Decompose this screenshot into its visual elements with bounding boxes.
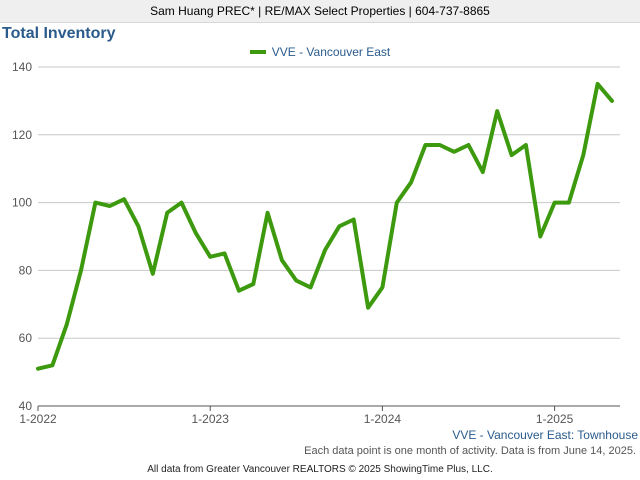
data-point bbox=[251, 282, 255, 286]
data-point bbox=[65, 323, 69, 327]
data-point bbox=[409, 180, 413, 184]
x-tick-label: 1-2023 bbox=[192, 412, 230, 426]
y-tick-label: 140 bbox=[12, 60, 32, 74]
data-point bbox=[467, 143, 470, 147]
data-point bbox=[309, 285, 313, 289]
data-point bbox=[567, 201, 571, 205]
data-point bbox=[165, 211, 169, 215]
data-point bbox=[452, 150, 456, 154]
data-point bbox=[208, 255, 212, 259]
data-point bbox=[524, 143, 528, 147]
agent-header-bar: Sam Huang PREC* | RE/MAX Select Properti… bbox=[0, 0, 640, 23]
data-point bbox=[380, 285, 384, 289]
data-point bbox=[280, 258, 284, 262]
data-point bbox=[194, 231, 198, 235]
data-point bbox=[237, 289, 241, 293]
y-tick-label: 40 bbox=[19, 399, 33, 413]
series-note: VVE - Vancouver East: Townhouse bbox=[452, 428, 638, 442]
data-note: Each data point is one month of activity… bbox=[304, 445, 636, 457]
data-point bbox=[481, 170, 485, 174]
series-line bbox=[36, 81, 614, 371]
chart-title: Total Inventory bbox=[2, 25, 116, 42]
y-tick-label: 120 bbox=[12, 128, 32, 142]
data-point bbox=[122, 197, 126, 201]
data-point bbox=[180, 201, 183, 205]
y-tick-label: 100 bbox=[12, 196, 32, 210]
data-point bbox=[93, 201, 97, 205]
legend-swatch bbox=[249, 49, 266, 54]
x-tick-label: 1-2024 bbox=[364, 412, 402, 426]
data-point bbox=[337, 224, 341, 228]
data-point bbox=[538, 235, 542, 238]
legend-label: VVE - Vancouver East bbox=[271, 45, 391, 59]
legend: VVE - Vancouver East bbox=[0, 45, 640, 59]
x-tick-label: 1-2025 bbox=[536, 412, 574, 426]
data-point bbox=[108, 204, 112, 208]
data-point bbox=[596, 82, 600, 86]
data-point bbox=[50, 363, 54, 367]
data-point bbox=[438, 143, 442, 147]
data-point bbox=[151, 272, 155, 276]
data-point bbox=[266, 211, 270, 215]
data-point bbox=[223, 251, 227, 255]
data-point bbox=[136, 224, 140, 228]
data-point bbox=[581, 153, 585, 157]
data-point bbox=[294, 279, 298, 283]
data-point bbox=[423, 143, 427, 147]
data-point bbox=[36, 367, 40, 371]
footer-credit: All data from Greater Vancouver REALTORS… bbox=[147, 464, 493, 475]
x-tick-label: 1-2022 bbox=[19, 412, 57, 426]
data-point bbox=[495, 109, 499, 113]
data-point bbox=[366, 306, 370, 310]
data-point bbox=[510, 153, 514, 157]
data-point bbox=[610, 99, 614, 103]
y-tick-label: 60 bbox=[19, 331, 33, 345]
data-point bbox=[553, 201, 557, 205]
data-point bbox=[395, 201, 399, 205]
data-point bbox=[352, 218, 356, 222]
y-tick-label: 80 bbox=[19, 263, 33, 277]
data-point bbox=[323, 248, 327, 252]
data-point bbox=[79, 268, 83, 272]
agent-line: Sam Huang PREC* | RE/MAX Select Properti… bbox=[150, 4, 490, 18]
